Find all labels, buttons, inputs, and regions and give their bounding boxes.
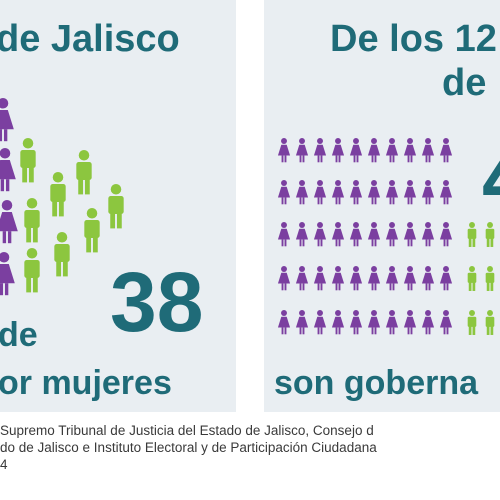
- woman-figure-icon: [367, 222, 381, 247]
- man-figure-icon: [54, 232, 70, 277]
- man-figure-icon: [485, 310, 495, 335]
- woman-figure-icon: [439, 138, 453, 163]
- left-line-mujeres: or mujeres: [0, 364, 172, 402]
- right-bottom-line: son goberna: [274, 364, 479, 402]
- woman-figure-icon: [367, 138, 381, 163]
- left-people-figures: [0, 98, 124, 296]
- woman-figure-icon: [439, 310, 453, 335]
- man-figure-icon: [20, 138, 36, 183]
- woman-figure-icon: [331, 180, 345, 205]
- woman-figure-icon: [295, 310, 309, 335]
- man-figure-icon: [467, 310, 477, 335]
- left-line-de: de: [0, 316, 38, 354]
- woman-figure-icon: [0, 252, 15, 296]
- woman-figure-icon: [403, 180, 417, 205]
- woman-figure-icon: [0, 98, 14, 142]
- woman-figure-icon: [313, 138, 327, 163]
- source-line-3: 4: [0, 457, 8, 472]
- woman-figure-icon: [349, 266, 363, 291]
- right-headline-line1: De los 12: [330, 18, 497, 60]
- woman-figure-icon: [421, 310, 435, 335]
- man-figure-icon: [24, 198, 40, 243]
- man-figure-icon: [467, 266, 477, 291]
- woman-figure-icon: [313, 266, 327, 291]
- right-infographic-panel: De los 12 de 4 son goberna: [264, 0, 500, 412]
- woman-figure-icon: [403, 222, 417, 247]
- woman-figure-icon: [439, 222, 453, 247]
- woman-figure-icon: [0, 200, 18, 244]
- woman-figure-icon: [349, 310, 363, 335]
- woman-figure-icon: [349, 222, 363, 247]
- woman-figure-icon: [385, 310, 399, 335]
- source-line-2: do de Jalisco e Instituto Electoral y de…: [0, 440, 377, 455]
- source-footnote: Supremo Tribunal de Justicia del Estado …: [0, 422, 500, 473]
- woman-figure-icon: [439, 266, 453, 291]
- right-headline-line2: de: [442, 62, 487, 104]
- man-figure-icon: [24, 248, 40, 293]
- woman-figure-icon: [385, 180, 399, 205]
- woman-figure-icon: [0, 148, 16, 192]
- woman-figure-icon: [367, 266, 381, 291]
- woman-figure-icon: [331, 222, 345, 247]
- woman-figure-icon: [331, 310, 345, 335]
- woman-figure-icon: [349, 138, 363, 163]
- woman-figure-icon: [331, 138, 345, 163]
- woman-figure-icon: [295, 266, 309, 291]
- right-people-figures: [277, 138, 495, 335]
- woman-figure-icon: [385, 266, 399, 291]
- woman-figure-icon: [295, 180, 309, 205]
- woman-figure-icon: [295, 222, 309, 247]
- left-headline: de Jalisco: [0, 18, 180, 60]
- woman-figure-icon: [421, 180, 435, 205]
- woman-figure-icon: [277, 138, 291, 163]
- woman-figure-icon: [367, 310, 381, 335]
- right-big-number-partial: 4: [482, 136, 500, 220]
- man-figure-icon: [108, 184, 124, 229]
- left-infographic-panel: de Jalisco 38 de or mujeres: [0, 0, 236, 412]
- source-line-1: Supremo Tribunal de Justicia del Estado …: [0, 423, 374, 438]
- man-figure-icon: [485, 222, 495, 247]
- woman-figure-icon: [277, 266, 291, 291]
- man-figure-icon: [76, 150, 92, 195]
- man-figure-icon: [50, 172, 66, 217]
- woman-figure-icon: [277, 222, 291, 247]
- woman-figure-icon: [313, 222, 327, 247]
- woman-figure-icon: [367, 180, 381, 205]
- woman-figure-icon: [277, 310, 291, 335]
- man-figure-icon: [84, 208, 100, 253]
- woman-figure-icon: [421, 138, 435, 163]
- woman-figure-icon: [313, 180, 327, 205]
- woman-figure-icon: [313, 310, 327, 335]
- woman-figure-icon: [349, 180, 363, 205]
- man-figure-icon: [467, 222, 477, 247]
- woman-figure-icon: [295, 138, 309, 163]
- left-big-number: 38: [110, 255, 204, 349]
- woman-figure-icon: [385, 138, 399, 163]
- woman-figure-icon: [331, 266, 345, 291]
- woman-figure-icon: [277, 180, 291, 205]
- woman-figure-icon: [421, 222, 435, 247]
- woman-figure-icon: [421, 266, 435, 291]
- woman-figure-icon: [403, 138, 417, 163]
- woman-figure-icon: [403, 310, 417, 335]
- man-figure-icon: [485, 266, 495, 291]
- woman-figure-icon: [439, 180, 453, 205]
- woman-figure-icon: [403, 266, 417, 291]
- woman-figure-icon: [385, 222, 399, 247]
